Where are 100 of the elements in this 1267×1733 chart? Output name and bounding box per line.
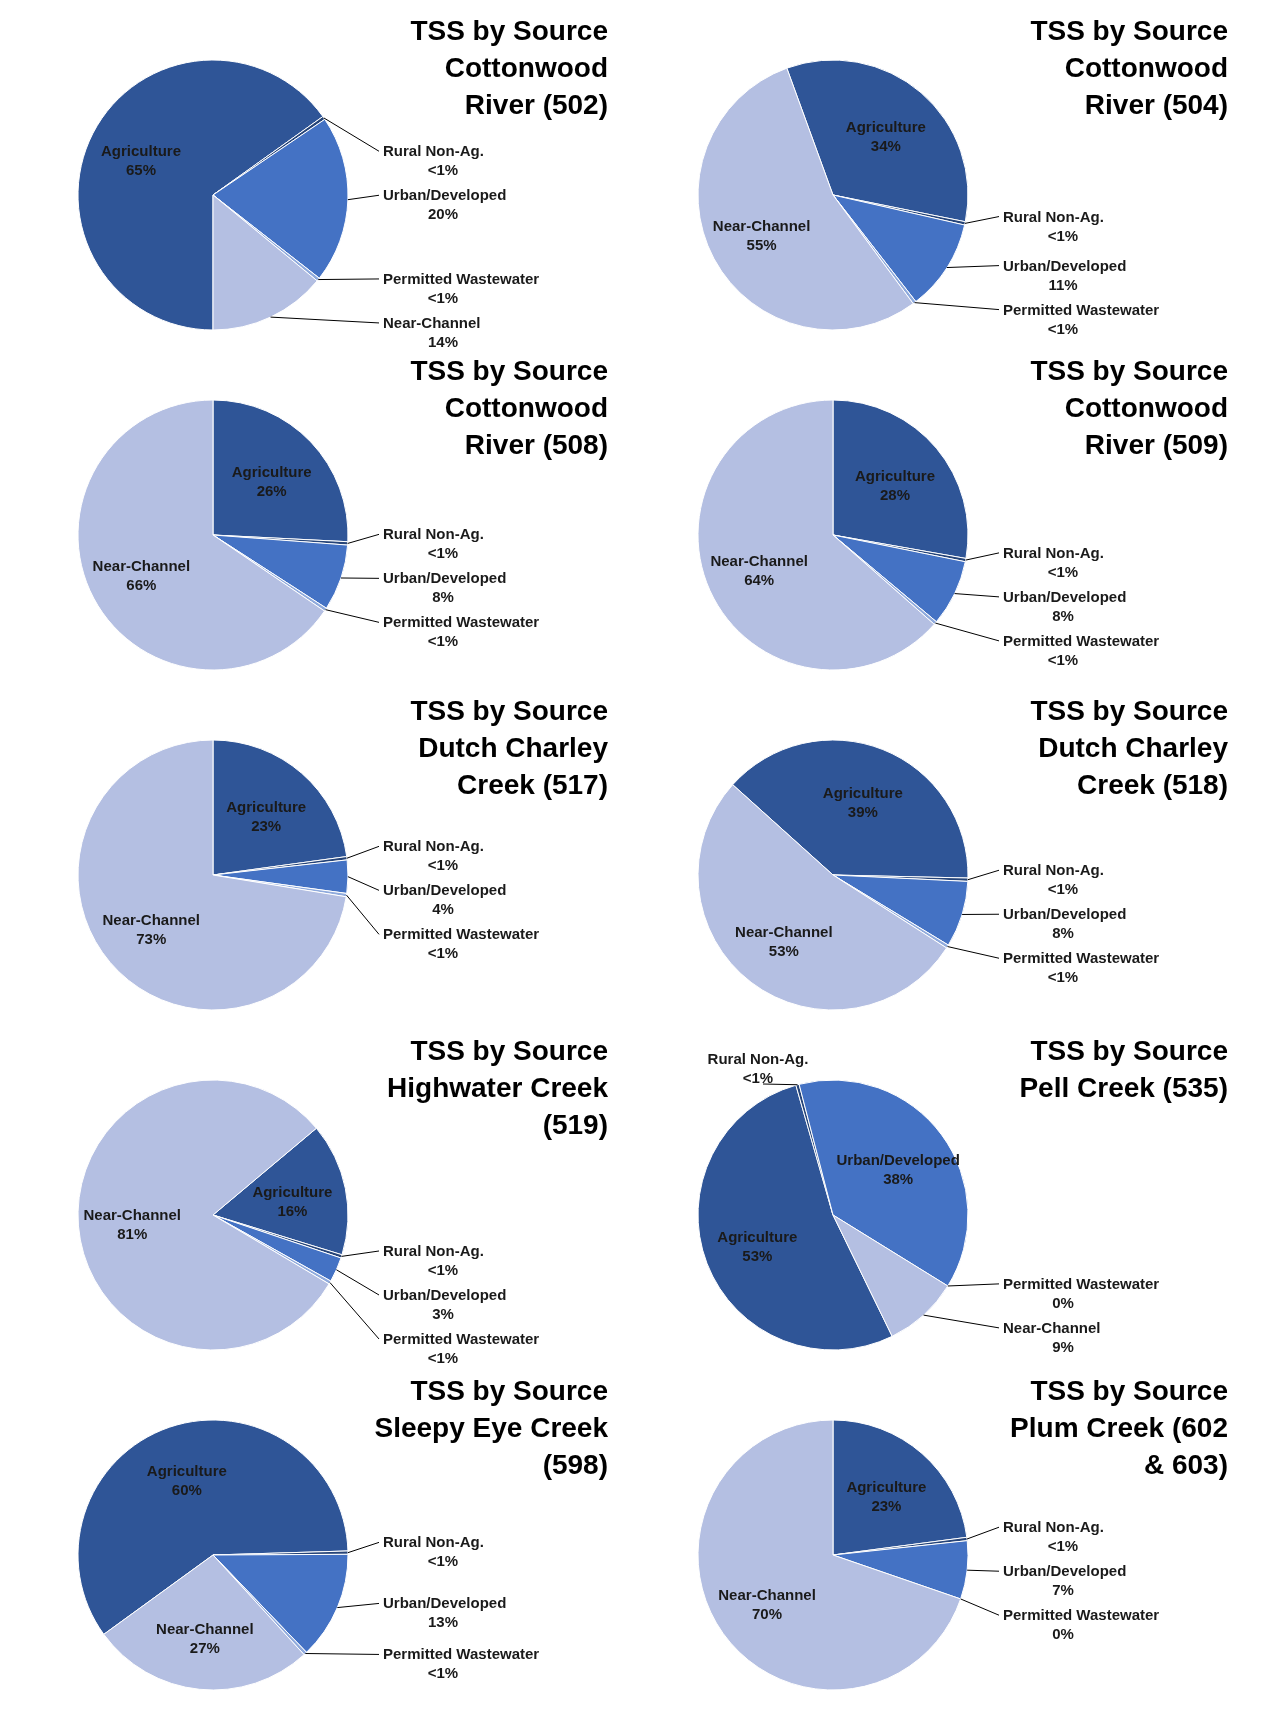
chart-title: TSS by Source Sleepy Eye Creek (598) [373, 1374, 608, 1482]
slice-label: Agriculture [226, 797, 307, 815]
chart-title: TSS by Source Cottonwood River (508) [409, 354, 608, 462]
slice-label: Rural Non-Ag. [1003, 543, 1104, 561]
data-label: 39% [847, 802, 878, 820]
slice-label: Rural Non-Ag. [383, 142, 484, 160]
slice-label: Permitted Wastewater [383, 613, 540, 631]
slice-label: Permitted Wastewater [383, 1645, 540, 1663]
data-label: <1% [1047, 562, 1079, 580]
data-label: <1% [1047, 1537, 1079, 1555]
data-label: <1% [427, 632, 459, 650]
slice-label: Urban/Developed [383, 881, 507, 899]
slice-label: Near-Channel [83, 1205, 182, 1223]
chart-title: TSS by Source Dutch Charley Creek (517) [409, 694, 608, 802]
data-label: 60% [171, 1481, 202, 1499]
slice-label: Agriculture [717, 1228, 798, 1245]
slice-label: Urban/Developed [1003, 587, 1127, 605]
text: 0% [1052, 1625, 1074, 1643]
data-label: <1% [1047, 968, 1079, 986]
slice-label: Agriculture [822, 783, 903, 801]
data-label: 16% [277, 1201, 308, 1219]
data-label: 7% [1052, 1581, 1074, 1599]
slice-label: Near-Channel [735, 923, 833, 941]
data-label: 64% [744, 571, 775, 589]
slice-label: Agriculture [146, 1462, 227, 1480]
data-label: <1% [1047, 226, 1079, 244]
slice-label: Permitted Wastewater [1003, 631, 1160, 649]
data-label: <1% [427, 161, 459, 179]
slice-label: Near-Channel [1003, 1318, 1101, 1336]
data-label: 55% [746, 236, 777, 254]
slice-label: Rural Non-Ag. [383, 1533, 484, 1551]
data-label: 20% [427, 205, 459, 223]
slice-label: Permitted Wastewater [383, 269, 540, 287]
slice-label: Urban/Developed [1003, 256, 1127, 274]
chart-title: TSS by Source Cottonwood River (504) [1029, 14, 1228, 122]
data-label: 53% [768, 942, 799, 960]
slice-label: Near-Channel [383, 313, 481, 331]
legend-label: Permitted Wastewater [1003, 1274, 1160, 1292]
slice-label: Urban/Developed [383, 186, 507, 204]
slice-label: Permitted Wastewater [383, 925, 540, 943]
data-label: 8% [1052, 924, 1074, 942]
data-label: <1% [427, 856, 459, 874]
data-label: 23% [251, 816, 282, 834]
slice-label: Agriculture [845, 117, 926, 135]
data-label: <1% [427, 1349, 459, 1366]
data-label: <1% [427, 1664, 459, 1682]
data-label: 3% [432, 1305, 454, 1322]
chart-title: TSS by Source Plum Creek (602 & 603) [1009, 1374, 1228, 1482]
chart-title: TSS by Source Highwater Creek (519) [386, 1034, 608, 1142]
legend-label: Permitted Wastewater [1003, 1606, 1160, 1624]
slice-label: Rural Non-Ag. [383, 1242, 484, 1259]
slice-label: Urban/Developed [1003, 905, 1127, 923]
data-label: 26% [256, 482, 287, 500]
slice-label: Near-Channel [718, 1586, 816, 1604]
data-label: 81% [117, 1224, 148, 1242]
slice-label: Near-Channel [92, 556, 191, 574]
chart-title: TSS by Source Cottonwood River (509) [1029, 354, 1228, 462]
data-label: 70% [752, 1605, 783, 1623]
slice-label: Urban/Developed [383, 569, 507, 587]
slice-label: Rural Non-Ag. [1003, 861, 1104, 879]
data-label: <1% [427, 544, 459, 562]
data-label: <1% [1047, 319, 1079, 337]
data-label: 8% [432, 588, 454, 606]
data-label: <1% [742, 1069, 774, 1086]
slice-label: Permitted Wastewater [383, 1330, 540, 1347]
slice-label: Agriculture [100, 141, 181, 159]
slice-label: Agriculture [231, 463, 312, 481]
chart-title: TSS by Source Pell Creek (535) [1018, 1034, 1228, 1105]
data-label: 11% [1048, 275, 1078, 293]
data-label: <1% [1047, 650, 1079, 668]
slice-label: Near-Channel [712, 217, 811, 235]
data-label: 38% [883, 1169, 914, 1187]
data-label: <1% [427, 1552, 459, 1570]
slice-label: Rural Non-Ag. [1003, 1518, 1104, 1536]
slice-label: Permitted Wastewater [1003, 949, 1160, 967]
data-label: 65% [125, 160, 156, 178]
slice-label: Urban/Developed [383, 1286, 507, 1303]
data-label: <1% [427, 288, 459, 306]
data-label: 23% [871, 1497, 902, 1515]
data-label: 13% [427, 1613, 459, 1631]
slice-label: Rural Non-Ag. [383, 837, 484, 855]
data-label: 27% [189, 1638, 220, 1656]
data-label: <1% [427, 1261, 459, 1278]
chart-title: TSS by Source Cottonwood River (502) [409, 14, 608, 122]
data-label: 28% [880, 485, 911, 503]
data-label: 66% [126, 575, 157, 593]
data-label: 4% [432, 900, 454, 918]
slice-label: Rural Non-Ag. [707, 1050, 809, 1067]
data-label: 8% [1052, 606, 1074, 624]
slice-label: Rural Non-Ag. [383, 525, 484, 543]
data-label: <1% [427, 944, 459, 962]
slice-label: Agriculture [846, 1478, 927, 1496]
text: 0% [1052, 1293, 1074, 1311]
slice-label: Near-Channel [710, 552, 808, 570]
slice-label: Near-Channel [156, 1619, 254, 1637]
chart-title: TSS by Source Dutch Charley Creek (518) [1029, 694, 1228, 802]
slice-label: Agriculture [855, 466, 936, 484]
slice-label: Permitted Wastewater [1003, 300, 1160, 318]
data-label: 9% [1052, 1337, 1074, 1355]
slice-label: Near-Channel [102, 911, 201, 929]
